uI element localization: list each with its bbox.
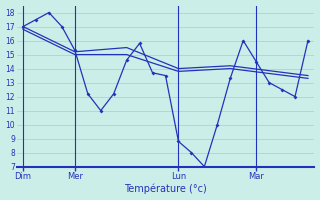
X-axis label: Température (°c): Température (°c)	[124, 184, 207, 194]
